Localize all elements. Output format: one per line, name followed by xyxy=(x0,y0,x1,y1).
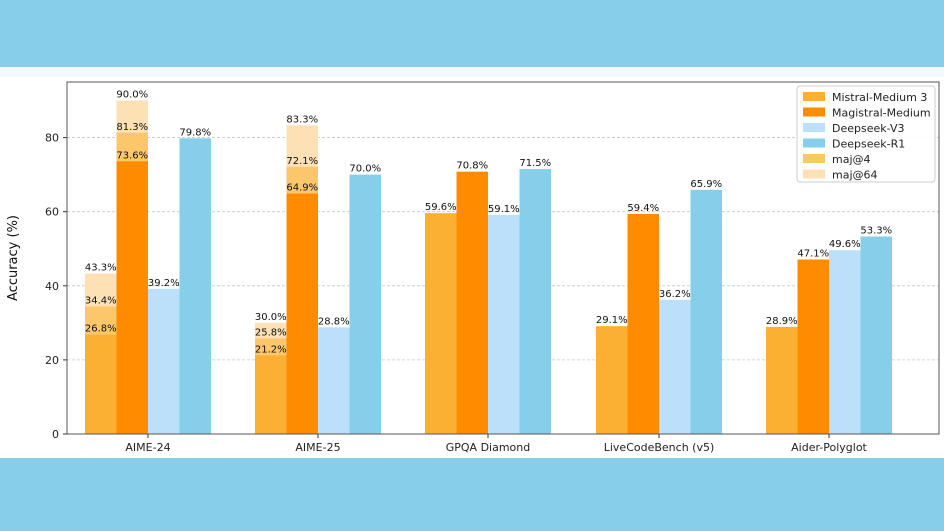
value-label-maj4: 25.8% xyxy=(255,327,287,338)
bar-mistral-medium-3 xyxy=(85,334,117,434)
legend-swatch xyxy=(803,169,825,179)
value-label-maj4: 81.3% xyxy=(116,122,148,133)
plot-frame xyxy=(66,81,940,435)
legend-swatch xyxy=(803,154,825,163)
y-tick-label: 20 xyxy=(45,354,59,367)
bar-mistral-medium-3 xyxy=(425,213,457,434)
x-tick-label: LiveCodeBench (v5) xyxy=(604,441,715,454)
value-label: 53.3% xyxy=(860,226,892,237)
value-label: 79.8% xyxy=(179,127,211,138)
bar-mistral-medium-3 xyxy=(766,326,798,434)
value-label-maj64: 43.3% xyxy=(85,263,117,274)
legend-label: Mistral-Medium 3 xyxy=(832,91,927,104)
bars-group xyxy=(85,100,892,435)
legend-box xyxy=(796,85,936,183)
value-label-maj64: 90.0% xyxy=(116,90,148,101)
value-label: 59.1% xyxy=(488,204,520,215)
legend-swatch xyxy=(803,138,825,148)
legend-label: maj@64 xyxy=(832,169,878,182)
bar-deepseek-v3 xyxy=(148,288,180,434)
y-tick-label: 60 xyxy=(45,206,59,219)
bar-magistral-medium xyxy=(797,259,829,434)
value-label: 71.5% xyxy=(519,158,551,169)
y-axis-label: Accuracy (%) xyxy=(6,215,21,301)
top-banner xyxy=(0,0,944,67)
value-label: 26.8% xyxy=(85,324,117,335)
value-label: 70.8% xyxy=(456,161,488,172)
y-tick-label: 0 xyxy=(52,428,59,441)
value-label: 28.8% xyxy=(318,316,350,327)
legend-swatch xyxy=(803,92,825,101)
legend-label: Magistral-Medium xyxy=(832,107,931,120)
legend: Mistral-Medium 3 Magistral-Medium Deepseek… xyxy=(796,85,936,183)
bar-mistral-medium-3 xyxy=(255,355,287,434)
bar-magistral-medium xyxy=(456,171,488,434)
bar-deepseek-r1 xyxy=(519,169,551,435)
bar-magistral-medium xyxy=(286,193,318,434)
bar-deepseek-r1 xyxy=(179,138,211,434)
bar-deepseek-v3 xyxy=(829,250,861,434)
legend-label: Deepseek-V3 xyxy=(832,122,904,135)
value-label: 70.0% xyxy=(349,164,381,175)
legend-swatch xyxy=(803,107,825,117)
x-tick-label: GPQA Diamond xyxy=(446,441,531,454)
y-tick-label: 80 xyxy=(45,132,59,145)
value-label-maj64: 30.0% xyxy=(255,312,287,323)
x-tick-label: AIME-24 xyxy=(125,441,170,454)
bar-mistral-medium-3 xyxy=(596,326,628,434)
bar-deepseek-v3 xyxy=(659,299,691,434)
value-label: 65.9% xyxy=(690,179,722,190)
value-label: 59.4% xyxy=(627,203,659,214)
x-tick-label: AIME-25 xyxy=(295,441,340,454)
value-label: 36.2% xyxy=(659,289,691,300)
value-label: 49.6% xyxy=(829,239,861,250)
value-label-maj64: 83.3% xyxy=(286,114,318,125)
bar-deepseek-r1 xyxy=(349,174,381,434)
x-tick-label: Aider-Polyglot xyxy=(791,441,867,454)
bar-chart: 26.8% 34.4% 43.3% 73.6% 81.3% 90.0% 39.2% 79.8%… xyxy=(6,81,940,454)
legend-swatch xyxy=(803,123,825,132)
bar-deepseek-r1 xyxy=(690,189,722,434)
legend-label: Deepseek-R1 xyxy=(832,138,905,151)
value-label-maj4: 34.4% xyxy=(85,296,117,307)
legend-label: maj@4 xyxy=(832,153,871,166)
bar-magistral-medium xyxy=(116,161,148,434)
value-labels-group: 26.8% 34.4% 43.3% 73.6% 81.3% 90.0% 39.2% 79.8%… xyxy=(85,90,892,356)
bar-magistral-medium xyxy=(627,213,659,434)
bottom-banner xyxy=(0,458,944,531)
axes-group: 0 20 40 60 80 AIME-24 AIME-25 GPQA Diamond LiveC… xyxy=(6,81,940,454)
value-label: 21.2% xyxy=(255,344,287,355)
y-tick-label: 40 xyxy=(45,280,59,293)
value-label-maj4: 72.1% xyxy=(286,156,318,167)
top-divider-strip xyxy=(0,67,944,77)
value-label: 47.1% xyxy=(797,248,829,259)
value-label: 73.6% xyxy=(116,150,148,161)
bar-deepseek-v3 xyxy=(318,327,350,434)
value-label: 39.2% xyxy=(148,278,180,289)
value-label: 64.9% xyxy=(286,183,318,194)
value-label: 59.6% xyxy=(425,202,457,213)
value-label: 28.9% xyxy=(766,316,798,327)
bar-deepseek-r1 xyxy=(860,236,892,434)
value-label: 29.1% xyxy=(596,315,628,326)
bar-deepseek-v3 xyxy=(488,215,520,434)
